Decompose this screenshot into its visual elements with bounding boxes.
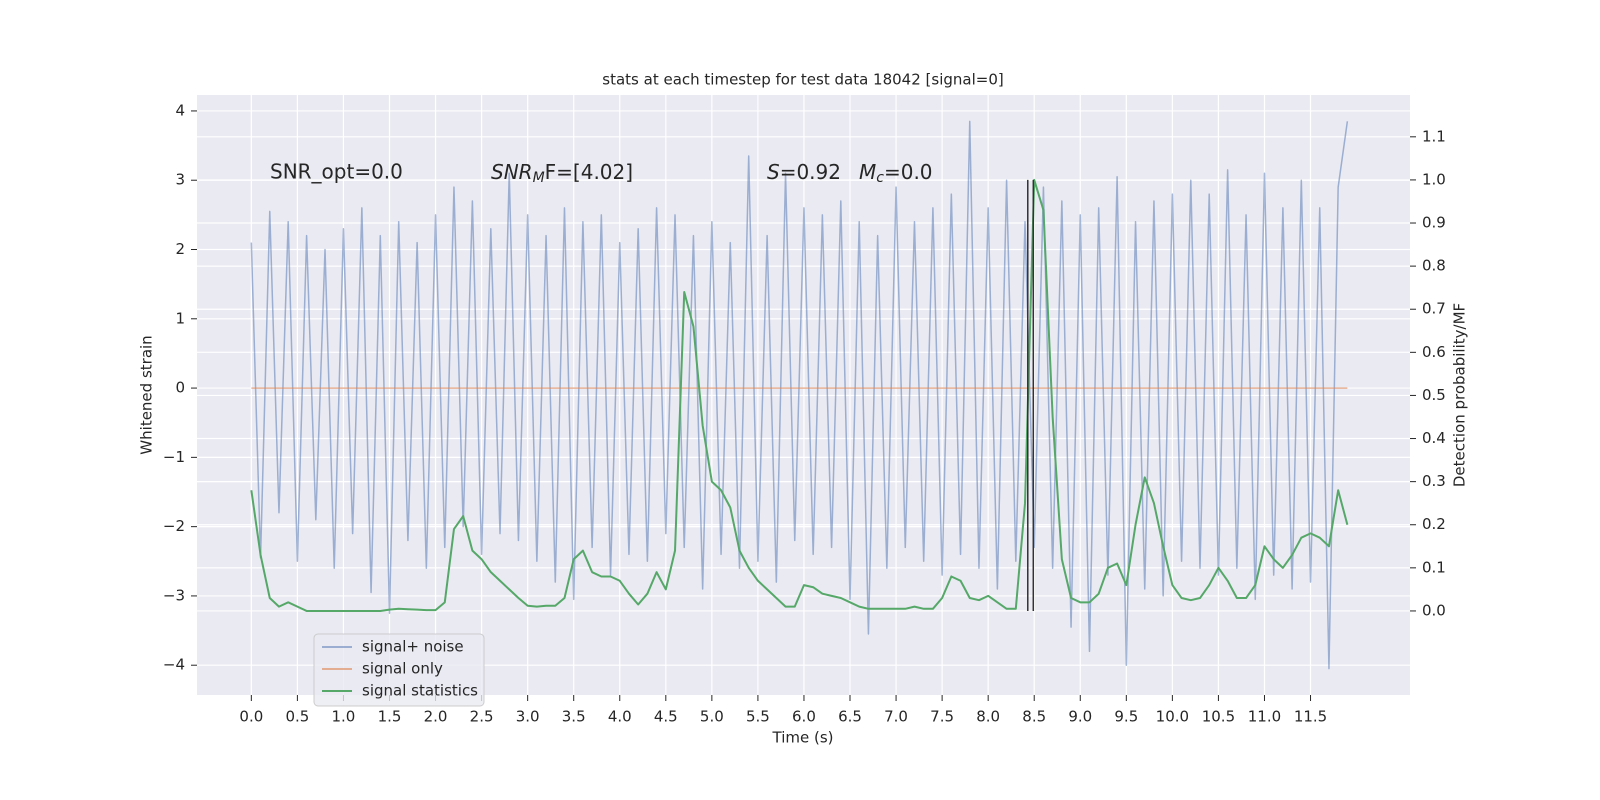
annotation: SNRMF=[4.02] xyxy=(491,160,633,187)
y-tick-label: 3 xyxy=(175,171,185,189)
y2-tick-label: 0.0 xyxy=(1422,601,1446,619)
annotation-part: M xyxy=(859,160,876,184)
annotation: SNR_opt=0.0 xyxy=(270,160,403,184)
x-tick-label: 10.0 xyxy=(1156,708,1189,726)
x-tick-label: 1.5 xyxy=(378,708,402,726)
y2-tick-label: 0.7 xyxy=(1422,300,1446,318)
x-tick-label: 4.0 xyxy=(608,708,632,726)
y2-tick-label: 0.3 xyxy=(1422,472,1446,490)
chart-title: stats at each timestep for test data 180… xyxy=(602,71,1003,89)
legend-box xyxy=(313,633,485,707)
annotation: S=0.92 Mc=0.0 xyxy=(767,160,933,187)
y2-tick-label: 1.0 xyxy=(1422,170,1446,188)
x-tick-label: 8.0 xyxy=(976,708,1000,726)
legend-label: signal statistics xyxy=(362,682,478,700)
x-tick-label: 5.0 xyxy=(700,708,724,726)
y-tick-label: 0 xyxy=(175,379,185,397)
x-tick-label: 10.5 xyxy=(1202,708,1235,726)
y-tick-label: 2 xyxy=(175,240,185,258)
annotation-part: SNR xyxy=(491,160,533,184)
y-tick-label: 4 xyxy=(175,101,185,119)
x-tick-label: 4.5 xyxy=(654,708,678,726)
series-line xyxy=(250,178,1349,612)
y-tick-label: 1 xyxy=(175,309,185,327)
x-tick-label: 11.5 xyxy=(1294,708,1327,726)
x-tick-label: 1.0 xyxy=(332,708,356,726)
annotation-part: S xyxy=(767,160,780,184)
annotation-part: F=[4.02] xyxy=(545,160,633,184)
annotation-part: =0.0 xyxy=(884,160,933,184)
x-tick-label: 5.5 xyxy=(746,708,770,726)
y2-tick-label: 0.9 xyxy=(1422,214,1446,232)
x-tick-label: 9.0 xyxy=(1068,708,1092,726)
x-tick-label: 0.5 xyxy=(285,708,309,726)
legend-label: signal+ noise xyxy=(362,638,464,656)
y-tick-label: −4 xyxy=(163,656,185,674)
x-tick-label: 7.0 xyxy=(884,708,908,726)
annotation-part: c xyxy=(876,170,884,186)
y-tick-label: −1 xyxy=(163,448,185,466)
x-tick-label: 6.5 xyxy=(838,708,862,726)
x-tick-label: 2.5 xyxy=(470,708,494,726)
y2-tick-label: 0.1 xyxy=(1422,558,1446,576)
x-tick-label: 8.5 xyxy=(1022,708,1046,726)
x-tick-label: 3.5 xyxy=(562,708,586,726)
y2-tick-label: 0.2 xyxy=(1422,515,1446,533)
x-tick-label: 3.0 xyxy=(516,708,540,726)
y2-axis-label: Detection probability/MF xyxy=(1451,303,1469,487)
y-tick-label: −3 xyxy=(163,586,185,604)
y2-tick-label: 0.4 xyxy=(1422,429,1446,447)
y2-tick-label: 0.5 xyxy=(1422,386,1446,404)
y-tick-label: −2 xyxy=(163,517,185,535)
legend-label: signal only xyxy=(362,660,443,678)
x-tick-label: 0.0 xyxy=(239,708,263,726)
x-tick-label: 7.5 xyxy=(930,708,954,726)
annotation-part: M xyxy=(533,170,545,186)
x-tick-label: 2.0 xyxy=(424,708,448,726)
y2-tick-label: 0.6 xyxy=(1422,343,1446,361)
x-tick-label: 11.0 xyxy=(1248,708,1281,726)
series-line xyxy=(250,120,1349,670)
y-axis-label: Whitened strain xyxy=(138,335,156,454)
y2-tick-label: 0.8 xyxy=(1422,257,1446,275)
annotation-part: =0.92 xyxy=(780,160,841,184)
x-axis-label: Time (s) xyxy=(772,729,834,747)
y2-tick-label: 1.1 xyxy=(1422,127,1446,145)
x-tick-label: 6.0 xyxy=(792,708,816,726)
x-tick-label: 9.5 xyxy=(1114,708,1138,726)
